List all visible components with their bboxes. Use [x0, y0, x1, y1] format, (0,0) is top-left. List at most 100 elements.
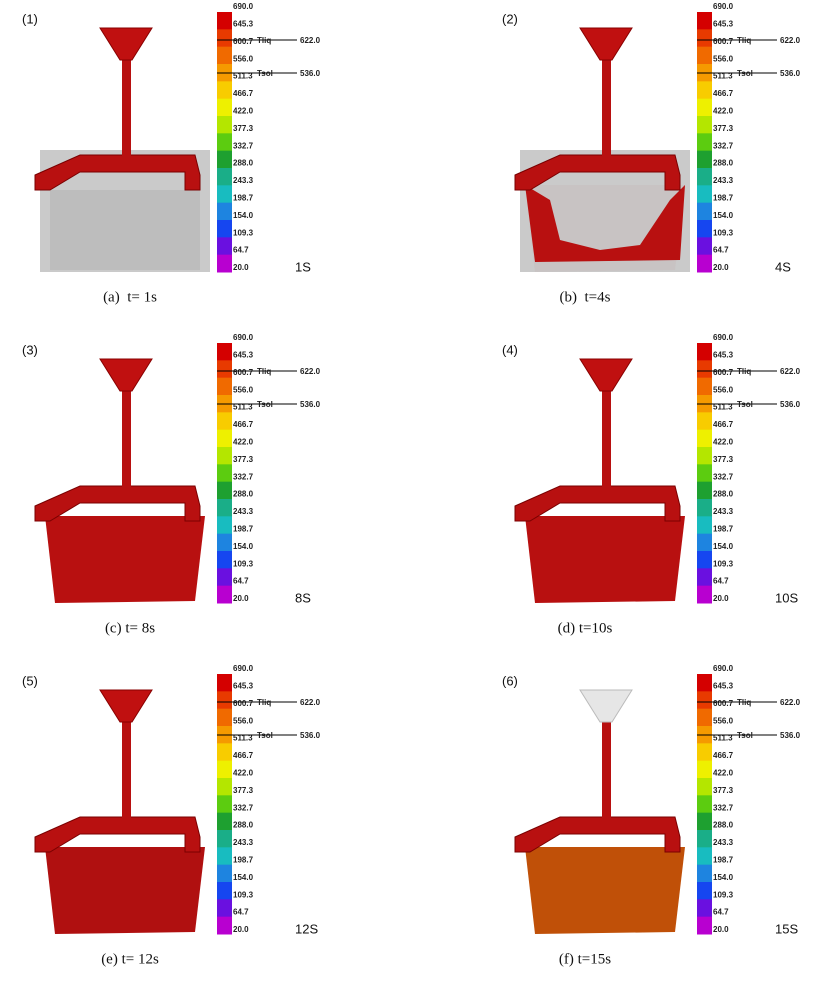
- scale-label: 109.3: [713, 890, 734, 899]
- scale-band: [697, 830, 712, 848]
- threshold-name: Tliq: [257, 698, 271, 707]
- threshold-value: 536.0: [780, 400, 801, 409]
- scale-label: 332.7: [233, 141, 254, 150]
- scale-label: 64.7: [233, 577, 249, 586]
- scale-label: 64.7: [233, 908, 249, 917]
- scale-label: 645.3: [713, 682, 734, 691]
- scale-band: [697, 464, 712, 483]
- scale-label: 600.7: [233, 699, 254, 708]
- scale-band: [217, 168, 232, 186]
- caption: (f) t=15s: [559, 951, 611, 967]
- scale-band: [697, 882, 712, 900]
- scale-label: 198.7: [713, 856, 734, 865]
- scale-label: 422.0: [713, 438, 734, 447]
- scale-label: 377.3: [233, 786, 254, 795]
- scale-label: 600.7: [713, 368, 734, 377]
- scale-label: 377.3: [713, 786, 734, 795]
- runner-frame: [34, 485, 201, 522]
- scale-label: 243.3: [713, 176, 734, 185]
- scale-band: [697, 360, 712, 379]
- scale-band: [697, 674, 712, 692]
- scale-band: [217, 81, 232, 100]
- scale-band: [697, 533, 712, 552]
- scale-band: [697, 429, 712, 448]
- casting-body: [525, 516, 685, 603]
- scale-label: 600.7: [713, 699, 734, 708]
- threshold-name: Tsol: [257, 731, 273, 740]
- runner-frame: [34, 816, 201, 853]
- scale-label: 20.0: [233, 263, 249, 272]
- scale-band: [697, 499, 712, 517]
- scale-band: [217, 568, 232, 587]
- scale-band: [697, 778, 712, 796]
- scale-band: [217, 674, 232, 692]
- scale-label: 556.0: [713, 54, 734, 63]
- scale-label: 243.3: [233, 507, 254, 516]
- runner-frame: [514, 154, 681, 191]
- scale-label: 466.7: [713, 420, 734, 429]
- caption: (d) t=10s: [558, 620, 613, 636]
- sprue: [122, 386, 131, 496]
- scale-label: 64.7: [233, 246, 249, 255]
- casting-body: [45, 516, 205, 603]
- scale-band: [697, 585, 712, 604]
- scale-band: [217, 778, 232, 796]
- scale-label: 20.0: [233, 925, 249, 934]
- scale-band: [217, 447, 232, 465]
- threshold-value: 536.0: [300, 69, 321, 78]
- threshold-value: 622.0: [780, 36, 801, 45]
- casting-body: [45, 847, 205, 934]
- scale-band: [697, 568, 712, 587]
- scale-label: 422.0: [233, 769, 254, 778]
- pouring-cup: [579, 27, 633, 61]
- scale-label: 556.0: [713, 385, 734, 394]
- threshold-name: Tsol: [257, 400, 273, 409]
- scale-label: 20.0: [713, 925, 729, 934]
- scale-band: [697, 516, 712, 535]
- runner-frame: [514, 485, 681, 522]
- scale-label: 109.3: [233, 890, 254, 899]
- scale-label: 466.7: [233, 420, 254, 429]
- scale-label: 690.0: [233, 664, 254, 673]
- threshold-value: 622.0: [780, 698, 801, 707]
- scale-band: [217, 116, 232, 134]
- panel-number: (3): [22, 342, 38, 357]
- scale-band: [697, 377, 712, 396]
- scale-band: [217, 812, 232, 831]
- scale-label: 109.3: [713, 228, 734, 237]
- threshold-value: 536.0: [780, 731, 801, 740]
- threshold-value: 622.0: [300, 36, 321, 45]
- time-label: 1S: [295, 259, 311, 274]
- scale-band: [697, 760, 712, 779]
- scale-label: 645.3: [713, 351, 734, 360]
- scale-band: [217, 185, 232, 204]
- scale-band: [217, 98, 232, 117]
- threshold-value: 536.0: [300, 400, 321, 409]
- threshold-name: Tsol: [737, 731, 753, 740]
- threshold-name: Tliq: [737, 367, 751, 376]
- scale-band: [217, 150, 232, 169]
- scale-band: [217, 743, 232, 762]
- scale-band: [217, 691, 232, 710]
- scale-band: [697, 708, 712, 727]
- time-label: 4S: [775, 259, 791, 274]
- scale-label: 511.3: [233, 72, 253, 81]
- scale-band: [697, 795, 712, 814]
- sprue: [602, 55, 611, 165]
- scale-label: 511.3: [233, 403, 253, 412]
- scale-band: [697, 916, 712, 935]
- scale-band: [217, 237, 232, 256]
- scale-band: [217, 12, 232, 30]
- scale-label: 690.0: [713, 333, 734, 342]
- time-label: 8S: [295, 590, 311, 605]
- scale-label: 288.0: [233, 490, 254, 499]
- scale-band: [217, 899, 232, 918]
- scale-label: 20.0: [713, 594, 729, 603]
- pouring-cup: [579, 689, 633, 723]
- threshold-name: Tsol: [737, 400, 753, 409]
- threshold-name: Tliq: [257, 36, 271, 45]
- scale-band: [697, 220, 712, 238]
- scale-label: 332.7: [713, 141, 734, 150]
